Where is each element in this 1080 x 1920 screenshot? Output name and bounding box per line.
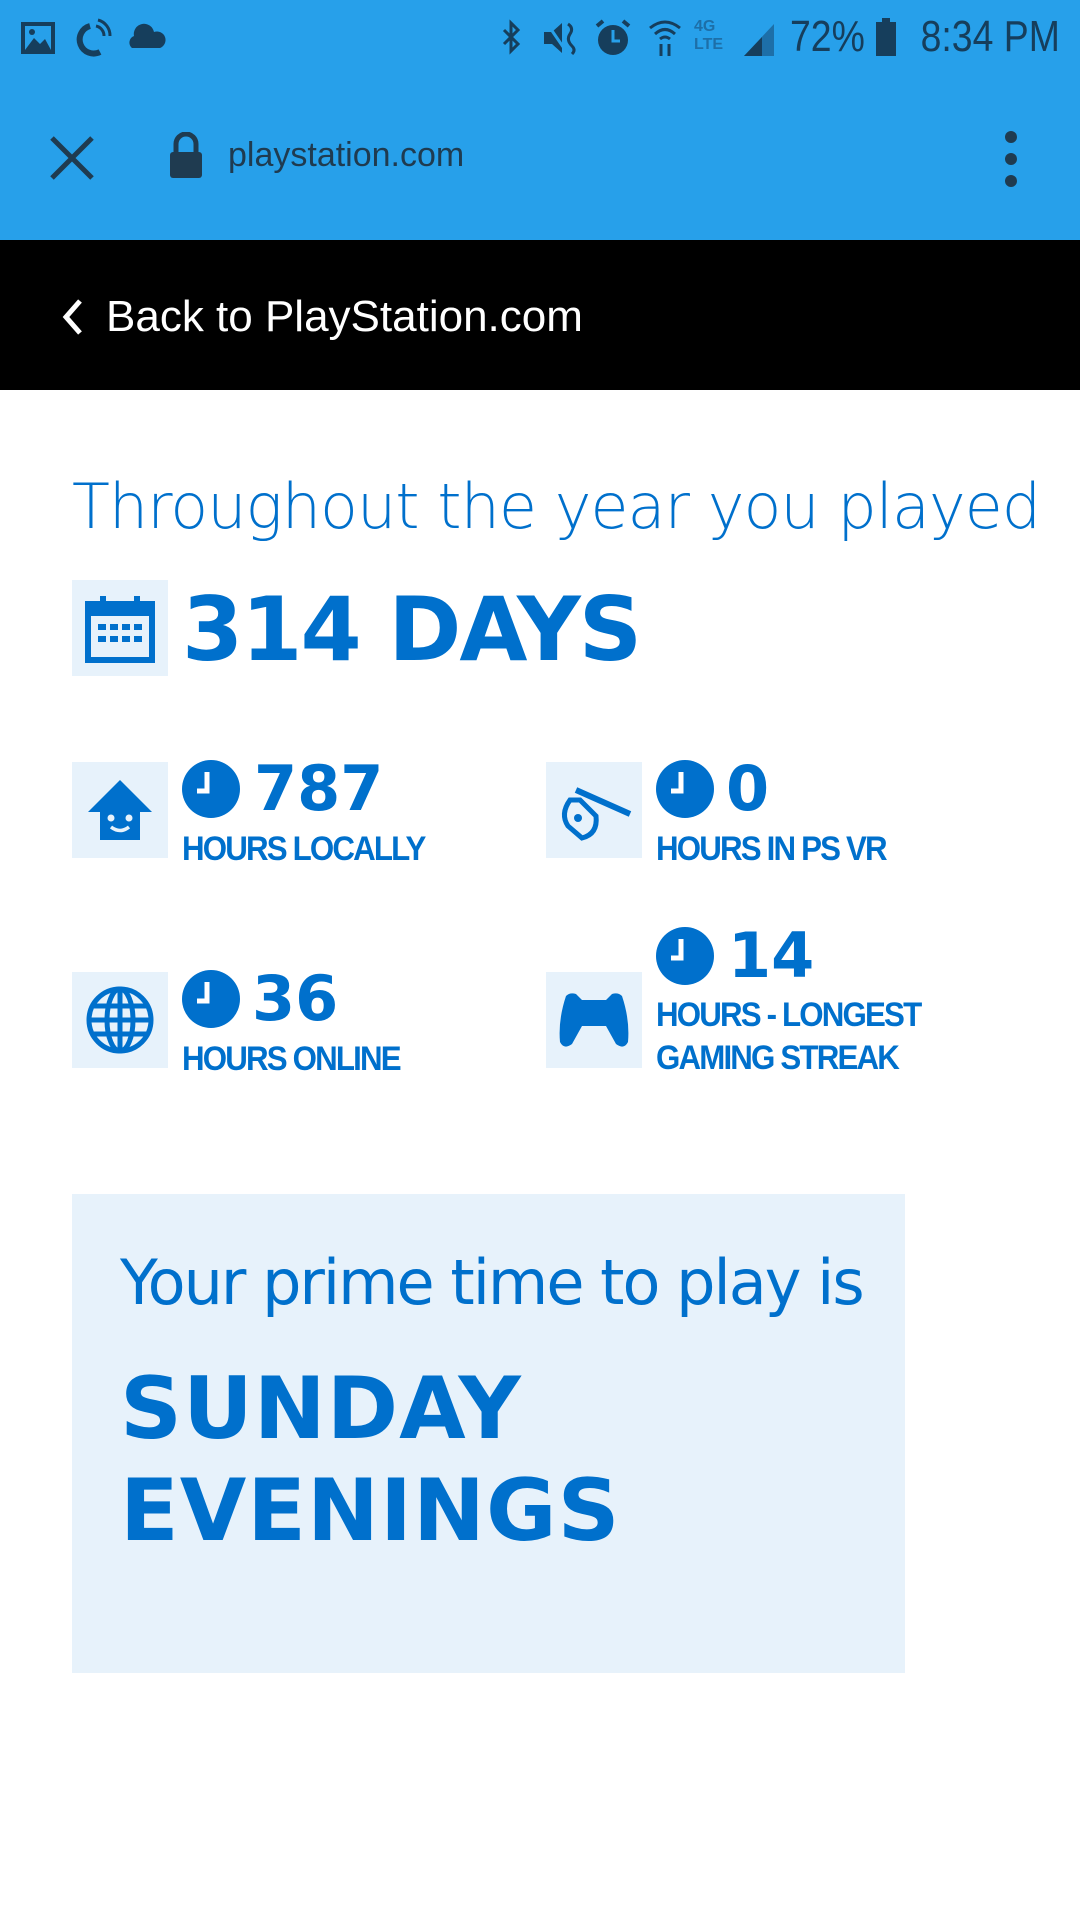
days-played: 314 DAYS (182, 578, 642, 681)
back-link[interactable]: Back to PlayStation.com (60, 292, 583, 342)
cloud-icon (129, 23, 166, 48)
vr-headset-icon (562, 787, 632, 841)
prime-time-day: SUNDAY (120, 1359, 522, 1459)
signal-icon (744, 24, 774, 56)
status-bar: 4G LTE 72% 8:34 PM (0, 0, 1080, 76)
gallery-icon (21, 22, 55, 54)
prime-time-period: EVENINGS (120, 1461, 621, 1561)
battery-icon (876, 18, 896, 56)
clock: 8:34 PM (920, 12, 1060, 61)
prime-time-card: Your prime time to play is SUNDAY EVENIN… (72, 1194, 905, 1673)
back-bar: Back to PlayStation.com (0, 240, 1080, 390)
home-icon (88, 780, 152, 840)
calendar-tile (72, 580, 168, 676)
close-icon[interactable] (46, 132, 98, 184)
browser-header: 4G LTE 72% 8:34 PM playstation.com (0, 0, 1080, 240)
mute-icon (544, 21, 576, 56)
prime-time-title: Your prime time to play is (120, 1246, 865, 1319)
lte-icon: 4G LTE (694, 18, 724, 53)
calendar-icon (85, 596, 155, 663)
wifi-icon (649, 20, 681, 56)
clock-icon (656, 927, 714, 985)
clock-icon (656, 760, 714, 818)
bluetooth-icon (502, 19, 521, 55)
globe-tile (72, 972, 168, 1068)
clock-icon (182, 760, 240, 818)
globe-icon (86, 986, 154, 1054)
streak-value: 14 (728, 919, 815, 992)
controller-tile (546, 972, 642, 1068)
hours-online-value: 36 (252, 962, 339, 1035)
vr-tile (546, 762, 642, 858)
hours-locally-value: 787 (254, 752, 384, 825)
lock-icon (170, 132, 202, 178)
back-label: Back to PlayStation.com (106, 292, 583, 341)
hours-vr-value: 0 (726, 752, 770, 825)
prime-time-value: SUNDAY EVENINGS (120, 1358, 621, 1562)
battery-percent: 72% (790, 12, 865, 61)
summary-heading: Throughout the year you played (72, 470, 1041, 543)
hours-online-label: HOURS ONLINE (182, 1040, 402, 1078)
alarm-icon (595, 19, 631, 55)
hours-locally-label: HOURS LOCALLY (182, 830, 426, 868)
url-bar: playstation.com (0, 76, 1080, 240)
chevron-left-icon (62, 299, 82, 335)
more-menu-icon[interactable] (996, 130, 1026, 188)
sync-icon (76, 18, 112, 57)
url-text[interactable]: playstation.com (228, 136, 465, 174)
home-tile (72, 762, 168, 858)
controller-icon (559, 993, 629, 1047)
streak-label: HOURS - LONGEST GAMING STREAK (656, 996, 922, 1077)
hours-vr-label: HOURS IN PS VR (656, 830, 888, 868)
clock-icon (182, 970, 240, 1028)
